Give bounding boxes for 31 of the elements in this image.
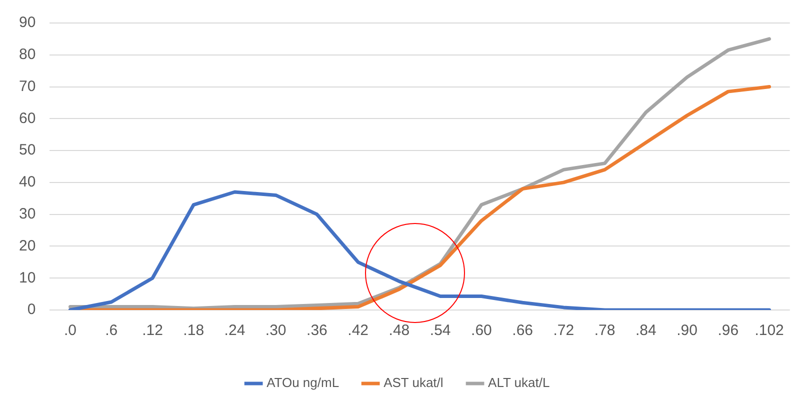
x-tick-label: .96 xyxy=(718,322,739,340)
x-tick-label: .42 xyxy=(348,322,369,340)
legend-label: ALT ukat/L xyxy=(488,375,550,390)
y-tick-label: 20 xyxy=(18,237,36,254)
x-tick-label: .84 xyxy=(636,322,656,340)
x-tick-label: .36 xyxy=(306,322,328,340)
legend-label: ATOu ng/mL xyxy=(266,375,340,390)
y-tick-label: 40 xyxy=(18,174,36,191)
x-tick-label: .66 xyxy=(512,322,533,340)
y-tick-label: 0 xyxy=(27,301,36,318)
y-tick-label: 80 xyxy=(18,46,36,64)
x-tick-label: .0 xyxy=(64,322,77,340)
x-tick-label: .30 xyxy=(265,322,286,340)
x-tick-label: .24 xyxy=(224,322,246,340)
y-tick-label: 30 xyxy=(18,205,36,222)
y-tick-label: 90 xyxy=(18,14,36,32)
legend-label: AST ukat/l xyxy=(384,375,444,390)
x-tick-label: .72 xyxy=(553,322,574,340)
x-tick-label: .12 xyxy=(142,322,163,340)
x-tick-label: .60 xyxy=(471,322,492,340)
x-tick-label: .78 xyxy=(594,322,616,340)
x-tick-label: .102 xyxy=(754,322,784,340)
x-tick-label: .90 xyxy=(676,322,698,340)
y-tick-label: 70 xyxy=(18,78,36,95)
y-tick-label: 10 xyxy=(18,269,36,286)
y-tick-label: 60 xyxy=(18,110,36,127)
x-tick-label: .18 xyxy=(183,322,204,340)
x-tick-label: .48 xyxy=(388,322,410,340)
x-tick-label: .54 xyxy=(430,322,451,340)
x-tick-label: .6 xyxy=(105,322,118,340)
y-tick-label: 50 xyxy=(18,142,36,159)
